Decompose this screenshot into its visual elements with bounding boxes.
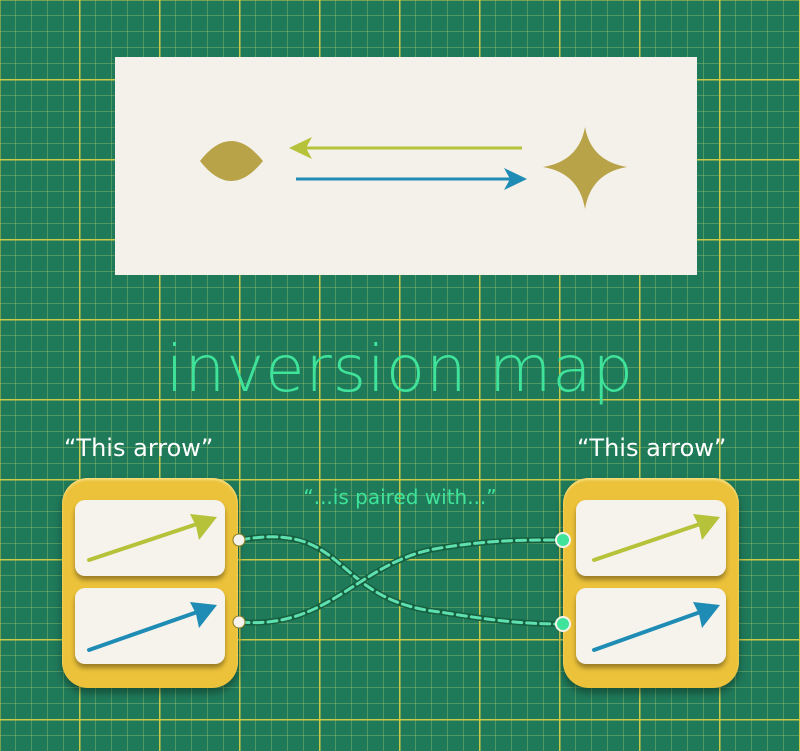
- right-caption: “This arrow”: [577, 434, 727, 462]
- blue-arrow-icon: [87, 602, 217, 652]
- olive-arrow-icon: [592, 514, 720, 562]
- middle-caption: “...is paired with...”: [303, 485, 497, 509]
- left-bottom-port: [232, 615, 246, 629]
- left-olive-arrow-tile[interactable]: [75, 500, 225, 576]
- olive-arrow-icon: [87, 514, 217, 562]
- inverse-arrow-head: [289, 137, 312, 159]
- left-caption: “This arrow”: [64, 434, 214, 462]
- forward-arrow-head: [504, 168, 527, 190]
- right-blue-arrow-tile[interactable]: [576, 588, 726, 664]
- right-bottom-port: [555, 616, 571, 632]
- right-olive-arrow-tile[interactable]: [576, 500, 726, 576]
- transform-illustration: [200, 127, 627, 209]
- four-point-star-shape: [543, 127, 627, 209]
- blue-arrow-icon: [592, 602, 720, 652]
- transform-panel: [115, 57, 697, 275]
- left-blue-arrow-tile[interactable]: [75, 588, 225, 664]
- lens-shape: [200, 141, 263, 181]
- right-top-port: [555, 532, 571, 548]
- left-top-port: [232, 533, 246, 547]
- page-title: inversion map: [165, 333, 635, 407]
- right-arrow-group: [563, 478, 739, 688]
- left-arrow-group: [62, 478, 238, 688]
- connector-blue-to-olive: [237, 537, 566, 626]
- connector-olive-to-blue: [237, 533, 566, 627]
